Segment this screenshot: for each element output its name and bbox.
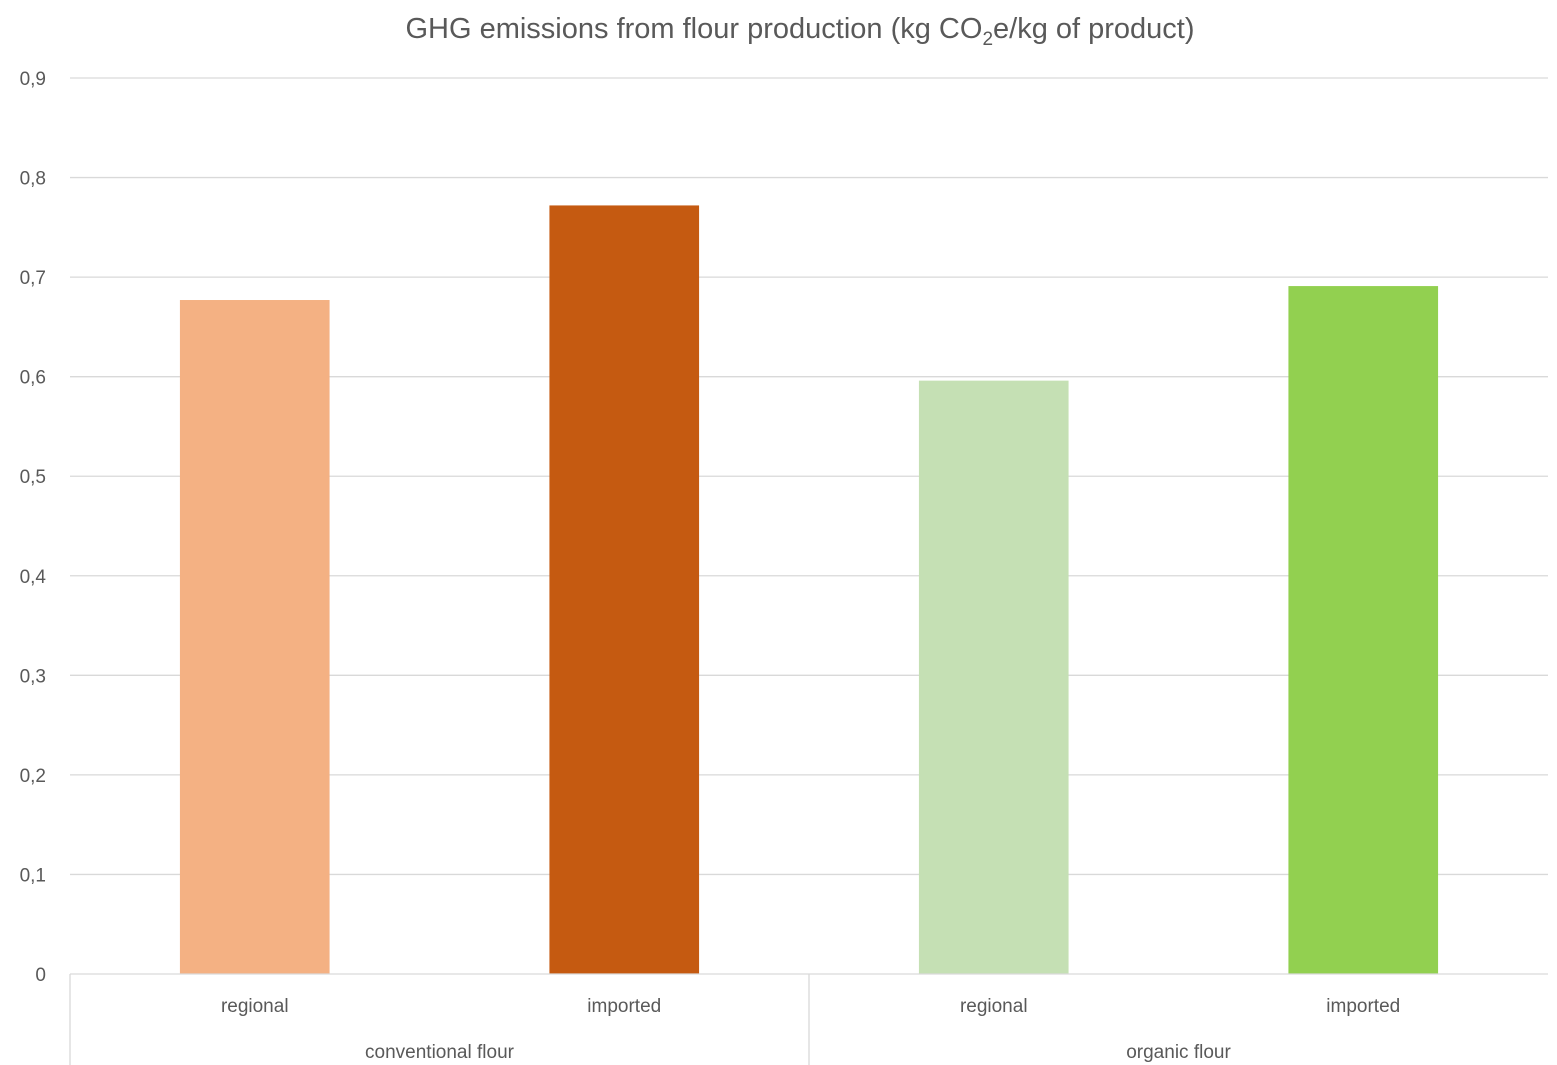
bars [179,205,1439,975]
bar-organic-flour-imported [1288,286,1439,974]
x-group-label: conventional flour [365,1042,515,1063]
y-axis-tick-labels: 0 0,1 0,2 0,3 0,4 0,5 0,6 0,7 0,8 0,9 [20,69,47,986]
x-category-label: imported [587,996,661,1017]
bar-organic-flour-regional [918,380,1069,974]
y-tick-label: 0,7 [20,268,46,289]
chart-title-suffix: e/kg of product) [993,13,1195,45]
y-tick-label: 0,9 [20,69,46,90]
y-tick-label: 0,8 [20,169,46,190]
chart-title-prefix: GHG emissions from flour production (kg … [405,13,982,45]
y-tick-label: 0,5 [20,467,46,488]
bar-conventional-flour-imported [549,205,700,975]
x-group-label: organic flour [1126,1042,1231,1063]
y-tick-label: 0,6 [20,368,46,389]
chart-title: GHG emissions from flour production (kg … [405,13,1194,50]
y-tick-label: 0,3 [20,666,46,687]
bar-conventional-flour-regional [179,300,330,974]
y-tick-label: 0,2 [20,766,46,787]
x-axis-labels: regional imported regional imported conventi… [221,996,1400,1063]
x-category-label: imported [1326,996,1400,1017]
y-tick-label: 0 [35,965,46,986]
x-category-label: regional [960,996,1028,1017]
chart-title-subscript: 2 [982,29,993,50]
y-tick-label: 0,1 [20,865,46,886]
x-axis [69,973,1548,1065]
x-category-label: regional [221,996,289,1017]
y-tick-label: 0,4 [20,567,47,588]
